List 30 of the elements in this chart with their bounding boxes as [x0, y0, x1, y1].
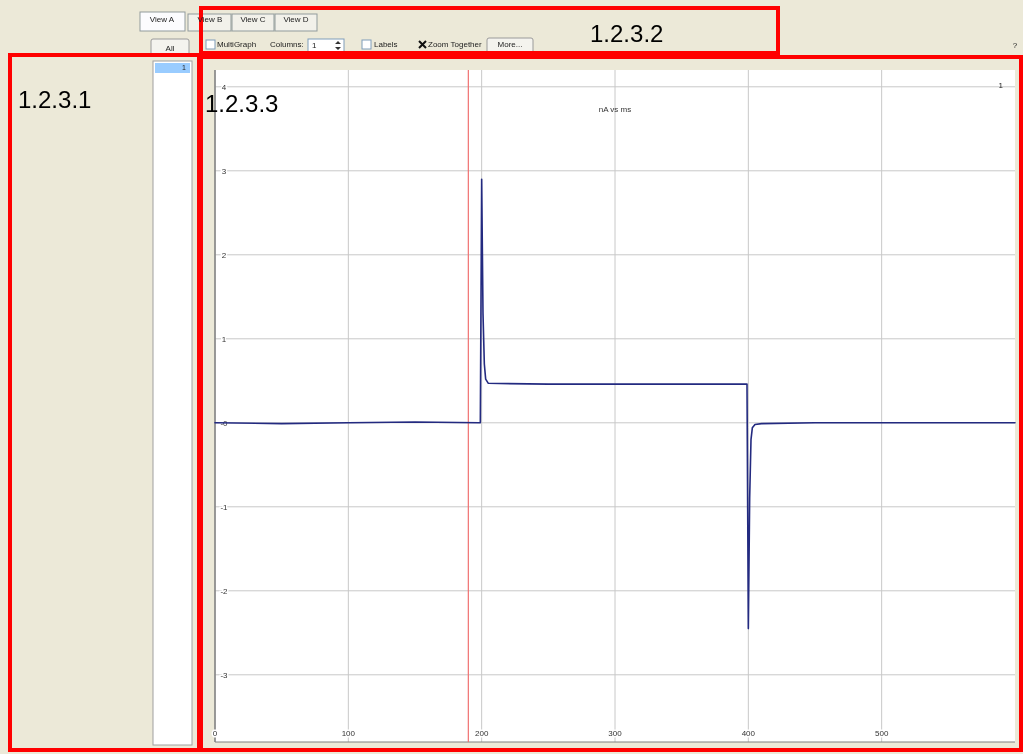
x-tick-label: 0 — [212, 729, 218, 738]
y-tick-label: -3 — [220, 670, 229, 680]
text: 1 — [312, 41, 317, 50]
text: nA vs ms — [598, 105, 632, 114]
x-tick-label: 200 — [474, 729, 489, 738]
text: View C — [240, 15, 266, 24]
y-tick-label: 4 — [221, 82, 227, 92]
x-tick-label: 500 — [874, 729, 889, 738]
annotation: 1 — [998, 81, 1004, 90]
y-tick-label: -1 — [220, 502, 229, 512]
text: Columns: — [270, 40, 304, 49]
text: More... — [497, 40, 523, 49]
text: 1.2.3.2 — [590, 20, 664, 47]
text: MultiGraph — [217, 40, 257, 49]
x-tick-label: 300 — [608, 729, 623, 738]
x-tick-label: 100 — [341, 729, 356, 738]
y-tick-label: -2 — [220, 586, 229, 596]
text: View A — [149, 15, 175, 24]
line-series — [214, 178, 1016, 630]
y-tick-label: 3 — [221, 166, 227, 176]
text: Zoom Together — [428, 40, 482, 49]
text: Labels — [374, 40, 398, 49]
text: View D — [283, 15, 309, 24]
x-tick-label: 400 — [741, 729, 756, 738]
y-tick-label: 1 — [221, 334, 227, 344]
y-tick-label: 2 — [221, 250, 227, 260]
text: ? — [1012, 41, 1018, 50]
text: 1.2.3.1 — [18, 86, 92, 113]
annotation: 1.2.3.3 — [205, 90, 279, 117]
text: All — [165, 44, 175, 53]
